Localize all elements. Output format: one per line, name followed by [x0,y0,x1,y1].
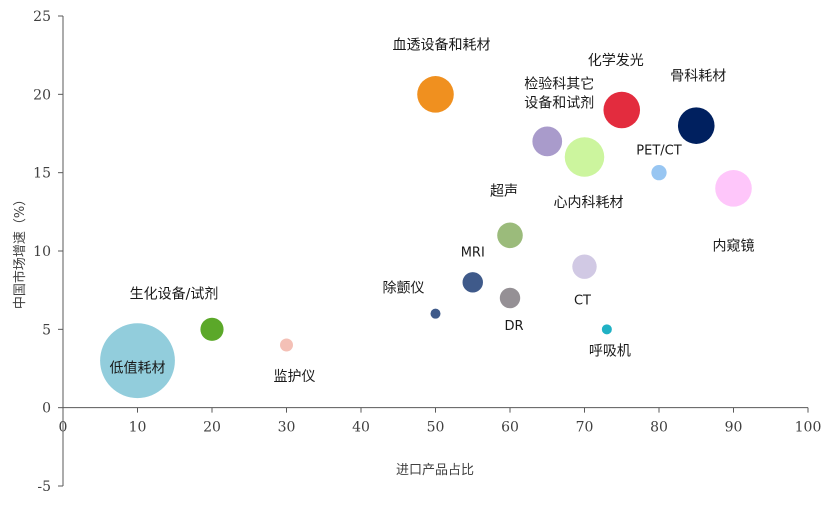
y-tick-label: 20 [33,87,51,103]
bubble-label: 检验科其它 [524,75,594,92]
bubble-label: 设备和试剂 [524,94,594,111]
axes: -5 0 5 10 15 20 25 0 10 20 30 40 50 60 70 80 90 100 [33,9,821,495]
bubble-label: 心内科耗材 [554,195,624,211]
y-tick-label: 5 [42,322,51,338]
bubble [280,338,293,352]
x-tick-label: 90 [725,420,743,436]
x-tick-label: 10 [129,420,147,436]
bubble-label: DR [504,319,523,334]
y-tick-label: 10 [33,244,51,260]
bubble-label: CT [574,294,591,309]
x-tick-label: 60 [501,420,519,436]
bubble [430,308,441,319]
bubble-label: 呼吸机 [589,343,631,359]
bubble [572,254,597,279]
bubbles [100,76,752,399]
bubble-label: 监护仪 [274,369,316,385]
y-axis-title: 中国市场增速（%） [12,193,28,309]
x-tick-label: 80 [650,420,668,436]
bubble-label: 化学发光 [588,53,644,69]
bubble-label: 超声 [490,183,518,199]
y-tick-label: 15 [33,166,51,182]
bubble [462,272,483,293]
bubble-label: 生化设备/试剂 [130,285,219,302]
y-tick-label: -5 [37,479,51,495]
y-tick-label: 25 [33,9,51,25]
y-tick-label: 0 [42,401,51,417]
bubble [651,165,667,181]
bubble [564,137,605,177]
bubble [499,287,521,309]
x-tick-label: 30 [278,420,296,436]
bubble-label: 低值耗材 [110,361,166,377]
x-tick-label: 50 [427,420,445,436]
bubble-label: 血透设备和耗材 [393,36,491,53]
x-tick-label: 20 [203,420,221,436]
bubble [417,76,454,113]
bubble [715,170,752,207]
bubble-label: 骨科耗材 [670,69,726,85]
x-tick-label: 0 [59,420,68,436]
bubble [603,91,641,129]
bubble-label: 除颤仪 [383,281,425,297]
bubble [677,107,715,144]
x-tick-label: 100 [795,420,822,436]
bubble [532,126,563,157]
x-tick-label: 70 [576,420,594,436]
x-tick-label: 40 [352,420,370,436]
bubble [601,324,612,335]
bubble-label: PET/CT [636,144,681,159]
bubble-label: MRI [461,245,485,260]
bubble [497,222,523,249]
bubble [200,317,224,341]
x-axis-title: 进口产品占比 [396,463,474,478]
bubble [100,323,175,399]
bubble-label: 内窥镜 [713,237,755,254]
